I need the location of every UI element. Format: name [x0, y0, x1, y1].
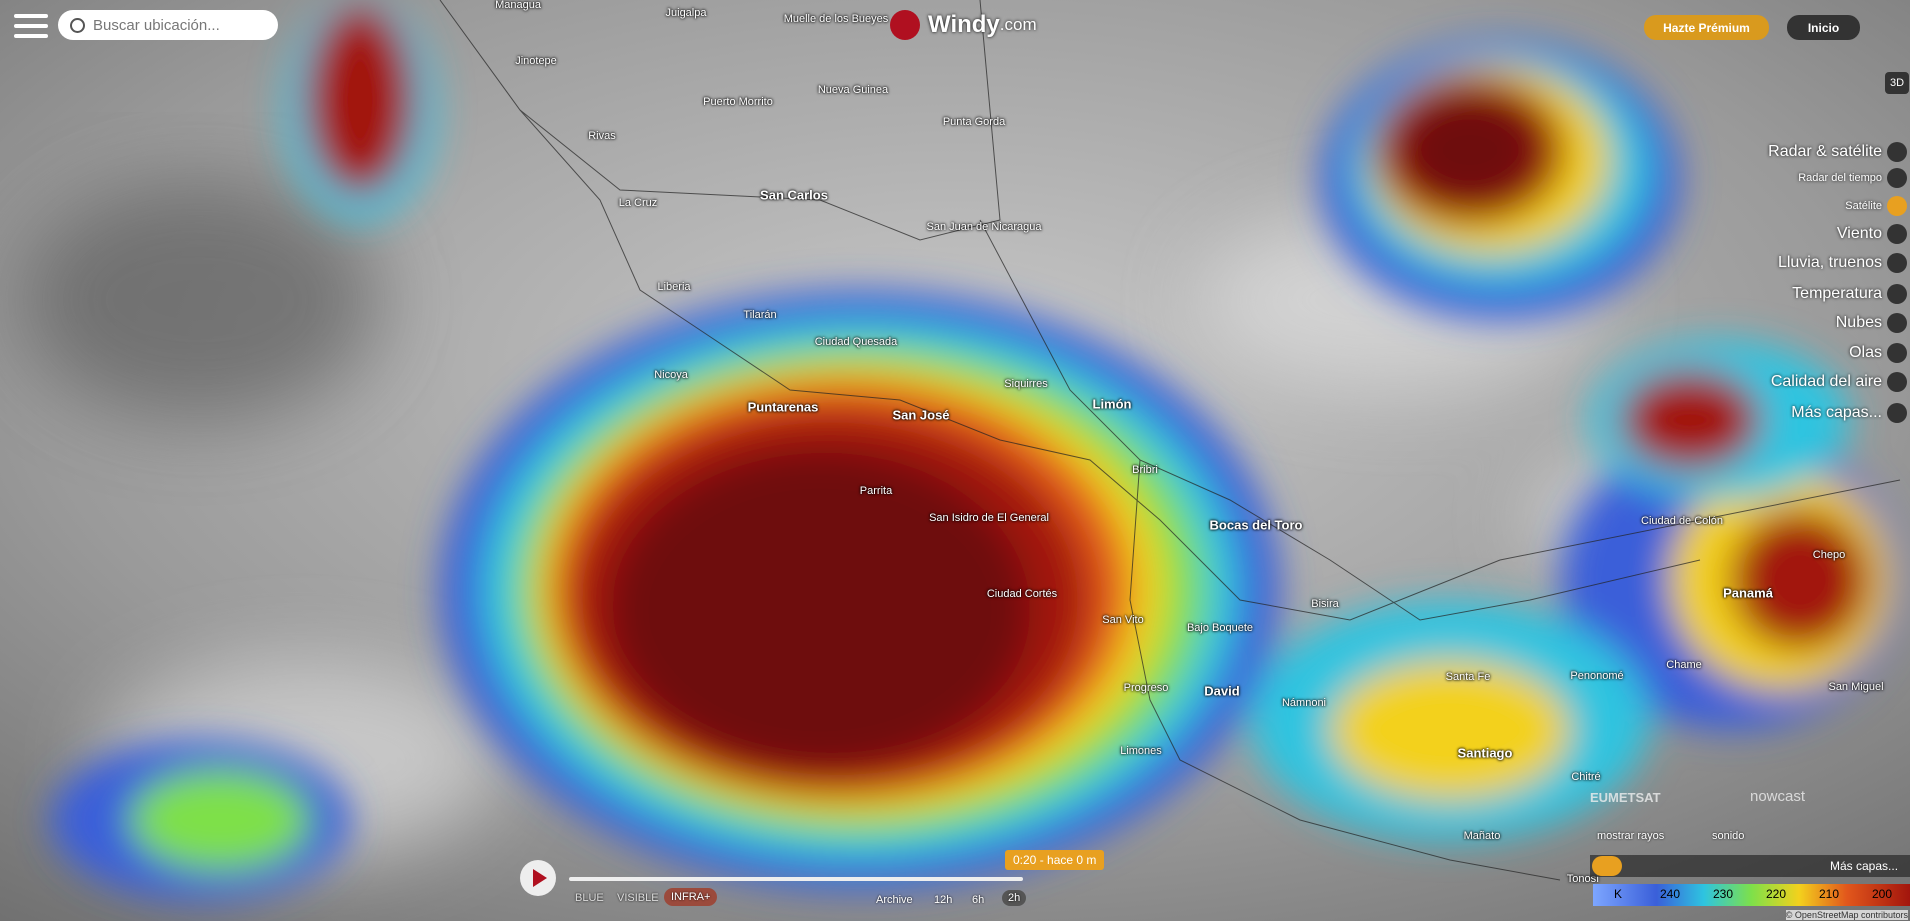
mode-blue[interactable]: BLUE — [575, 892, 604, 904]
range-6h[interactable]: 6h — [972, 894, 985, 906]
layer-item[interactable]: Radar del tiempo — [1798, 172, 1882, 184]
place-label: Progreso — [1123, 682, 1169, 694]
layer-item[interactable]: Radar & satélite — [1768, 143, 1882, 160]
search-placeholder: Buscar ubicación... — [93, 16, 220, 34]
timeline[interactable] — [569, 877, 1023, 881]
place-label: Managua — [495, 0, 541, 11]
layer-icon[interactable] — [1887, 168, 1907, 188]
place-label: Chitré — [1571, 771, 1601, 783]
place-label: Puntarenas — [747, 399, 819, 415]
place-label: San Juan de Nicaragua — [926, 221, 1042, 233]
range-2h[interactable]: 2h — [1002, 890, 1027, 906]
place-label: San Vito — [1102, 614, 1144, 626]
legend-value: 210 — [1819, 887, 1840, 901]
place-label: Bribri — [1132, 464, 1158, 476]
layer-icon[interactable] — [1887, 224, 1907, 244]
play-button[interactable] — [520, 860, 556, 896]
place-label: Puerto Morrito — [703, 96, 773, 108]
layer-item[interactable]: Olas — [1849, 344, 1882, 361]
layer-item[interactable]: Satélite — [1845, 200, 1882, 212]
layer-item[interactable]: Lluvia, truenos — [1777, 254, 1882, 271]
mode-infra[interactable]: INFRA+ — [664, 888, 718, 906]
place-label: Santa Fe — [1445, 671, 1491, 683]
more-layers[interactable]: Más capas... — [1830, 859, 1899, 873]
sound-toggle[interactable]: sonido — [1712, 830, 1745, 842]
search-box[interactable]: Buscar ubicación... — [58, 10, 278, 40]
place-label: Siquirres — [1004, 378, 1048, 390]
place-label: Námnoni — [1281, 697, 1327, 709]
logo-suffix: .com — [999, 15, 1037, 34]
layer-item[interactable]: Calidad del aire — [1770, 373, 1882, 390]
nowcast-credit: nowcast — [1750, 788, 1806, 805]
place-label: David — [1204, 683, 1240, 699]
place-label: Chepo — [1812, 549, 1846, 561]
place-label: San Miguel — [1828, 681, 1884, 693]
place-label: Bocas del Toro — [1209, 517, 1303, 533]
place-label: Santiago — [1457, 745, 1513, 761]
legend-unit: K — [1614, 887, 1623, 901]
place-label: Jinotepe — [515, 55, 557, 67]
range-archive[interactable]: Archive — [876, 894, 913, 906]
place-label: Bajo Boquete — [1186, 622, 1254, 634]
layer-icon[interactable] — [1887, 284, 1907, 304]
logo-text: Windy — [928, 11, 1000, 38]
place-label: San Isidro de El General — [929, 512, 1049, 524]
place-label: Tilarán — [743, 309, 777, 321]
place-label: Panamá — [1723, 585, 1773, 601]
place-label: Muelle de los Bueyes — [783, 13, 889, 25]
premium-button[interactable]: Hazte Prémium — [1644, 15, 1769, 40]
layer-icon[interactable] — [1887, 403, 1907, 423]
place-label: San Carlos — [760, 187, 828, 203]
place-label: Limón — [1092, 396, 1132, 412]
logo[interactable]: Windy .com — [890, 10, 1037, 40]
place-label: Bisira — [1311, 598, 1339, 610]
place-label: Nicoya — [654, 369, 688, 381]
eumetsat-credit: EUMETSAT — [1590, 790, 1661, 805]
place-label: Rivas — [588, 130, 616, 142]
layer-item[interactable]: Nubes — [1835, 314, 1882, 331]
place-label: Juigalpa — [665, 7, 707, 19]
3d-button[interactable]: 3D — [1885, 72, 1909, 94]
place-label: Parrita — [859, 485, 893, 497]
place-label: Chame — [1666, 659, 1702, 671]
favorite-button[interactable] — [1592, 856, 1622, 876]
place-label: Limones — [1120, 745, 1162, 757]
legend-value: 240 — [1660, 887, 1681, 901]
mode-visible[interactable]: VISIBLE — [617, 892, 659, 904]
legend-value: 230 — [1713, 887, 1734, 901]
legend-value: 220 — [1766, 887, 1787, 901]
place-label: Ciudad Cortés — [986, 588, 1058, 600]
legend-bar — [1593, 884, 1910, 906]
place-label: Punta Gorda — [942, 116, 1006, 128]
legend-value: 200 — [1872, 887, 1893, 901]
layer-icon[interactable] — [1887, 253, 1907, 273]
toolbar — [1590, 855, 1910, 877]
range-12h[interactable]: 12h — [934, 894, 953, 906]
place-label: Penonomé — [1570, 670, 1624, 682]
place-label: Liberia — [657, 281, 691, 293]
login-button[interactable]: Inicio — [1787, 15, 1860, 40]
lightning-toggle[interactable]: mostrar rayos — [1597, 830, 1665, 842]
layer-item[interactable]: Más capas... — [1791, 404, 1882, 421]
layer-icon[interactable] — [1887, 196, 1907, 216]
layer-icon[interactable] — [1887, 142, 1907, 162]
place-label: Mañato — [1463, 830, 1501, 842]
place-label: Nueva Guinea — [817, 84, 889, 96]
layer-item[interactable]: Temperatura — [1792, 285, 1882, 302]
layer-item[interactable]: Viento — [1836, 225, 1882, 242]
time-label: 0:20 - hace 0 m — [1005, 850, 1105, 870]
place-label: Ciudad Quesada — [814, 336, 898, 348]
attribution: © OpenStreetMap contributors — [1785, 910, 1908, 920]
menu-button[interactable] — [14, 14, 48, 40]
layer-icon[interactable] — [1887, 313, 1907, 333]
layer-icon[interactable] — [1887, 372, 1907, 392]
place-label: La Cruz — [618, 197, 658, 209]
place-label: Ciudad de Colón — [1641, 515, 1723, 527]
place-label: San José — [892, 407, 950, 423]
layer-icon[interactable] — [1887, 343, 1907, 363]
